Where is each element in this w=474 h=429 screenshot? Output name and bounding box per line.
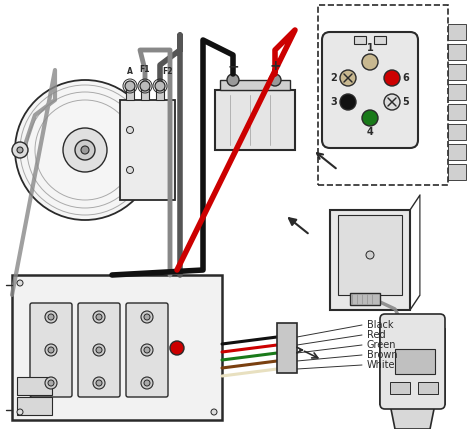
Polygon shape [380, 329, 445, 404]
Circle shape [144, 380, 150, 386]
Text: Red: Red [367, 330, 386, 340]
FancyBboxPatch shape [78, 303, 120, 397]
Bar [215, 90, 295, 150]
Polygon shape [390, 404, 435, 429]
Bar [390, 382, 410, 394]
Text: Black: Black [367, 320, 393, 330]
Circle shape [48, 314, 54, 320]
Circle shape [366, 251, 374, 259]
Circle shape [96, 380, 102, 386]
Circle shape [17, 147, 23, 153]
Circle shape [15, 80, 155, 220]
Bar [338, 215, 402, 295]
Text: 2: 2 [331, 73, 337, 83]
Circle shape [96, 314, 102, 320]
Circle shape [141, 311, 153, 323]
Bar [220, 80, 290, 90]
Bar [17, 397, 52, 415]
Circle shape [127, 127, 134, 133]
Text: 3: 3 [331, 97, 337, 107]
Circle shape [125, 81, 135, 91]
Bar [17, 377, 52, 395]
Circle shape [127, 166, 134, 173]
Circle shape [141, 344, 153, 356]
Circle shape [144, 347, 150, 353]
Circle shape [362, 54, 378, 70]
Circle shape [17, 280, 23, 286]
Text: F1: F1 [140, 65, 150, 74]
FancyBboxPatch shape [126, 303, 168, 397]
Circle shape [340, 94, 356, 110]
Bar [448, 84, 466, 100]
Circle shape [75, 140, 95, 160]
Circle shape [211, 409, 217, 415]
Bar [277, 323, 297, 373]
Circle shape [93, 344, 105, 356]
Circle shape [93, 377, 105, 389]
Circle shape [63, 128, 107, 172]
Text: 4: 4 [366, 127, 374, 137]
Circle shape [12, 142, 28, 158]
Bar [156, 88, 164, 100]
Circle shape [269, 74, 281, 86]
Bar [330, 210, 410, 310]
Circle shape [48, 347, 54, 353]
Text: 6: 6 [402, 73, 410, 83]
Text: +: + [269, 59, 281, 73]
Circle shape [17, 409, 23, 415]
Text: −: − [227, 59, 239, 73]
Bar [448, 24, 466, 40]
Circle shape [81, 146, 89, 154]
Bar [141, 88, 149, 100]
Circle shape [384, 94, 400, 110]
Circle shape [227, 74, 239, 86]
Circle shape [93, 311, 105, 323]
Circle shape [45, 377, 57, 389]
Circle shape [170, 341, 184, 355]
Bar [12, 275, 222, 420]
FancyBboxPatch shape [30, 303, 72, 397]
Circle shape [45, 344, 57, 356]
Bar [448, 144, 466, 160]
Text: 5: 5 [402, 97, 410, 107]
Circle shape [144, 314, 150, 320]
Circle shape [48, 380, 54, 386]
Bar [126, 88, 134, 100]
Circle shape [155, 81, 165, 91]
Circle shape [384, 70, 400, 86]
Text: Brown: Brown [367, 350, 398, 360]
Bar [448, 124, 466, 140]
Bar [354, 36, 366, 44]
Bar [120, 100, 175, 200]
Bar [374, 36, 386, 44]
Bar [395, 349, 435, 374]
Circle shape [141, 377, 153, 389]
Bar [448, 104, 466, 120]
Circle shape [45, 311, 57, 323]
Circle shape [140, 81, 150, 91]
Circle shape [362, 110, 378, 126]
Bar [350, 293, 380, 305]
Bar [448, 164, 466, 180]
Circle shape [340, 70, 356, 86]
FancyBboxPatch shape [380, 314, 445, 409]
Text: F2: F2 [163, 67, 173, 76]
FancyBboxPatch shape [322, 32, 418, 148]
Text: 1: 1 [366, 43, 374, 53]
Text: A: A [127, 67, 133, 76]
Circle shape [96, 347, 102, 353]
Bar [448, 44, 466, 60]
Bar [448, 64, 466, 80]
Bar [418, 382, 438, 394]
Text: White: White [367, 360, 395, 370]
Text: Green: Green [367, 340, 396, 350]
